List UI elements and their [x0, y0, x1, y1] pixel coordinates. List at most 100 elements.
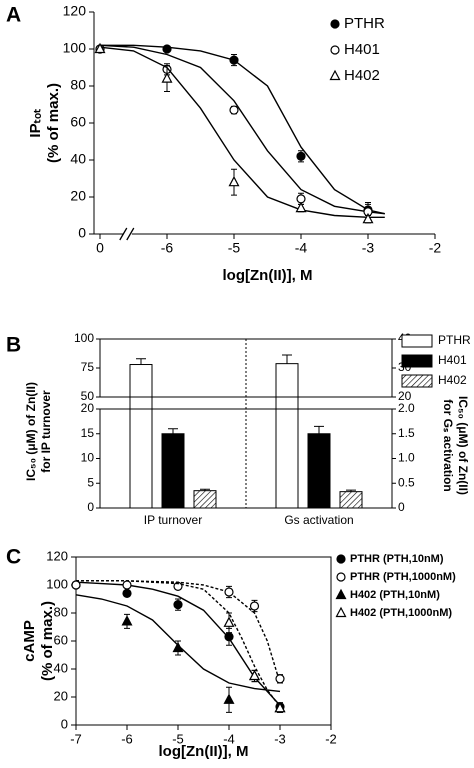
- legend-marker: [335, 606, 347, 618]
- y-tick-label: 100: [63, 40, 87, 56]
- data-point: [173, 599, 183, 610]
- fit-curve: [99, 46, 385, 218]
- legend-label: H402 (PTH,1000nM): [350, 607, 452, 619]
- y-tick-label: 100: [74, 331, 94, 345]
- bar: [307, 433, 331, 509]
- data-point: [161, 72, 173, 83]
- bar: [339, 491, 363, 509]
- y-tick-label: 120: [63, 3, 87, 19]
- legend-label: PTHR: [344, 15, 385, 32]
- x-tick-label: IP turnover: [144, 513, 202, 527]
- y-axis-title: (% of max.): [45, 83, 62, 163]
- data-point: [94, 42, 106, 54]
- legend-marker: [336, 572, 346, 582]
- x-tick-label: -6: [161, 240, 174, 256]
- x-tick-label: 0: [96, 240, 104, 256]
- x-tick-label: -3: [362, 240, 375, 256]
- legend-marker: [329, 69, 341, 81]
- error-bar: [346, 489, 356, 492]
- y-axis-title: (% of max.): [39, 601, 56, 681]
- y2-axis-title: IC₅₀ (μM) of Zn(II): [456, 396, 470, 495]
- y-tick-label: 20: [54, 688, 68, 703]
- y-tick-label: 0: [87, 500, 94, 514]
- y-tick-label: 120: [46, 548, 68, 563]
- data-point: [122, 580, 132, 590]
- error-bar: [168, 428, 178, 434]
- break-gap: [391, 398, 393, 408]
- data-point: [173, 581, 183, 592]
- x-tick-label: -5: [228, 240, 241, 256]
- x-tick-label: -3: [274, 731, 286, 746]
- data-point: [224, 587, 234, 597]
- break-gap: [99, 398, 101, 408]
- data-point: [224, 632, 234, 642]
- panel-label: C: [6, 546, 21, 569]
- fit-curve: [76, 580, 281, 708]
- data-point: [172, 641, 184, 653]
- data-point: [121, 615, 133, 626]
- fit-curve: [75, 581, 281, 706]
- data-point: [229, 105, 239, 115]
- y-tick-label: 40: [70, 151, 86, 167]
- error-bar: [200, 488, 210, 491]
- bar: [129, 364, 153, 509]
- y2-tick-label: 1.0: [398, 451, 415, 465]
- x-tick-label: -4: [295, 240, 308, 256]
- y-axis-title: for IP turnover: [39, 390, 53, 473]
- x-axis-title: log[Zn(II)], M: [159, 743, 249, 760]
- fit-curve: [76, 580, 281, 684]
- y-tick-label: 0: [61, 716, 68, 731]
- y-tick-label: 75: [81, 360, 95, 374]
- y-tick-label: 80: [54, 604, 68, 619]
- axis-break-gap: [123, 231, 132, 237]
- y-tick-label: 15: [81, 426, 95, 440]
- data-point: [296, 194, 306, 204]
- y2-tick-label: 0.5: [398, 475, 415, 489]
- error-bar: [314, 425, 324, 434]
- y-tick-label: 60: [54, 632, 68, 647]
- fit-curve: [100, 44, 385, 215]
- y-tick-label: 80: [70, 77, 86, 93]
- data-point: [249, 601, 260, 611]
- data-point: [362, 212, 374, 224]
- x-tick-label: -4: [223, 731, 235, 746]
- legend-label: PTHR (PTH,10nM): [350, 553, 444, 565]
- data-point: [274, 701, 286, 713]
- x-tick-label: Gs activation: [284, 513, 353, 527]
- y-axis-title: IPₜₒₜ: [27, 108, 44, 137]
- data-point: [162, 44, 172, 54]
- y-tick-label: 20: [81, 401, 95, 415]
- y-axis-title: cAMP: [21, 620, 38, 662]
- legend-label: H401: [438, 353, 467, 367]
- x-tick-label: -5: [172, 731, 184, 746]
- y-tick-label: 50: [81, 389, 95, 403]
- y-tick-label: 100: [46, 576, 68, 591]
- plot-frame: [75, 556, 332, 726]
- bar: [193, 490, 217, 509]
- data-point: [223, 693, 235, 704]
- y-tick-label: 40: [54, 660, 68, 675]
- legend-label: H402 (PTH,10nM): [350, 589, 440, 601]
- x-tick-label: -2: [325, 731, 337, 746]
- data-point: [275, 674, 285, 684]
- x-tick-label: -6: [121, 731, 133, 746]
- data-point: [295, 201, 307, 213]
- legend-label: PTHR: [438, 333, 471, 347]
- data-point: [296, 151, 306, 161]
- x-axis-title: log[Zn(II)], M: [223, 267, 313, 284]
- x-tick-label: -7: [70, 731, 82, 746]
- axis-break: [119, 227, 135, 241]
- legend-label: H402: [438, 373, 467, 387]
- y2-tick-label: 20: [398, 389, 412, 403]
- legend-label: PTHR (PTH,1000nM): [350, 571, 456, 583]
- y-axis-title: IC₅₀ (μM) of Zn(II): [24, 382, 38, 481]
- data-point: [122, 588, 132, 599]
- bar: [161, 433, 185, 509]
- data-point: [249, 669, 260, 681]
- panel-label: B: [6, 334, 21, 357]
- data-point: [223, 616, 235, 627]
- legend-marker: [335, 588, 347, 600]
- data-point: [228, 175, 240, 187]
